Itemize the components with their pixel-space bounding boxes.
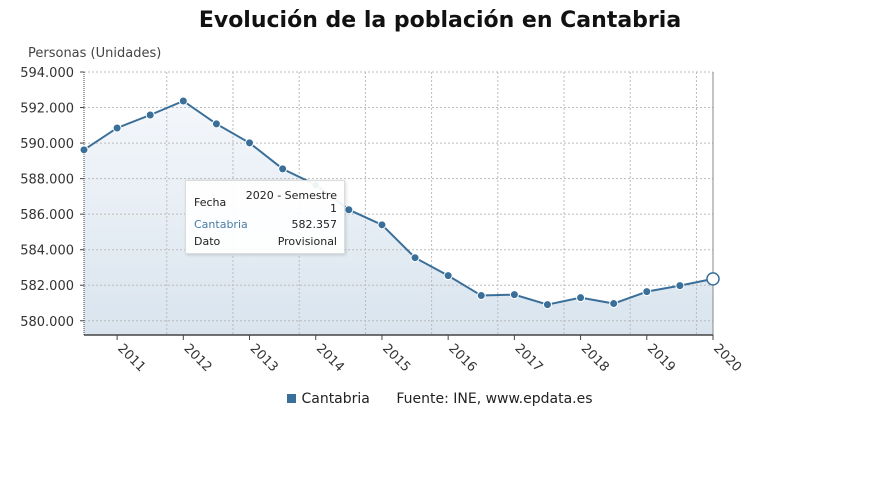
y-tick-label: 584.000: [20, 244, 74, 259]
data-point: [344, 205, 354, 215]
data-point: [145, 110, 155, 120]
y-tick-label: 590.000: [20, 137, 74, 152]
data-point: [576, 293, 586, 303]
series-line: [83, 99, 714, 306]
tooltip-series-label: Cantabria: [194, 218, 248, 231]
y-tick-label: 586.000: [20, 208, 74, 223]
source-text: Fuente: INE, www.epdata.es: [396, 391, 593, 407]
data-point: [542, 300, 552, 310]
tooltip-fecha-label: Fecha: [194, 196, 227, 209]
legend-swatch: [287, 394, 297, 403]
data-point: [79, 145, 89, 155]
chart-title: Evolución de la población en Cantabria: [198, 8, 682, 33]
x-tick-label: 2019: [644, 341, 678, 375]
y-tick-label: 594.000: [20, 66, 74, 81]
y-axis-label: Personas (Unidades): [28, 46, 162, 61]
data-point: [675, 281, 685, 291]
y-tick-label: 582.000: [20, 279, 74, 294]
tooltip-series-value: 582.357: [291, 218, 338, 231]
data-point: [278, 164, 288, 174]
data-point: [609, 299, 619, 309]
x-tick-label: 2020: [710, 341, 744, 375]
data-point: [112, 123, 122, 133]
data-point: [443, 271, 453, 281]
data-point: [245, 138, 255, 148]
data-point-highlighted: [706, 272, 720, 286]
data-point: [509, 290, 519, 300]
y-tick-label: 592.000: [20, 102, 74, 117]
data-point: [476, 291, 486, 301]
x-tick-label: 2018: [578, 341, 612, 375]
area-fill: [84, 100, 713, 335]
x-tick-label: 2011: [114, 341, 148, 375]
y-tick-label: 588.000: [20, 173, 74, 188]
x-tick-label: 2012: [180, 341, 214, 375]
legend: Cantabria Fuente: INE, www.epdata.es: [0, 391, 880, 407]
x-tick-label: 2014: [313, 341, 347, 375]
legend-item-cantabria[interactable]: Cantabria: [287, 391, 370, 407]
tooltip-dato-value: Provisional: [277, 235, 337, 248]
data-point: [377, 220, 387, 230]
data-point: [178, 96, 188, 106]
x-tick-label: 2013: [247, 341, 281, 375]
y-tick-label: 580.000: [20, 315, 74, 330]
x-tick-label: 2017: [512, 341, 546, 375]
x-tick-label: 2016: [445, 341, 479, 375]
data-point: [642, 287, 652, 297]
data-point: [410, 253, 420, 263]
legend-label: Cantabria: [301, 391, 370, 407]
data-point: [211, 119, 221, 129]
tooltip-fecha-value: 2020 - Semestre 1: [245, 189, 337, 215]
tooltip-dato-label: Dato: [194, 235, 221, 248]
x-tick-label: 2015: [379, 341, 413, 375]
tooltip: Fecha 2020 - Semestre 1 Cantabria 582.35…: [185, 180, 345, 254]
